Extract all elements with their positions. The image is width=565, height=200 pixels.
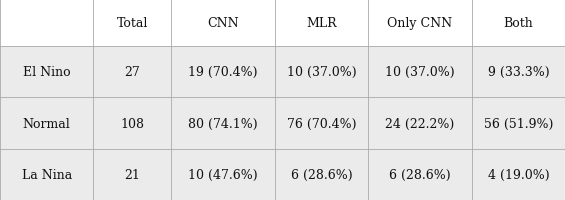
Bar bbox=[275, 0, 368, 47]
Text: 6 (28.6%): 6 (28.6%) bbox=[389, 168, 451, 181]
Bar bbox=[368, 0, 472, 47]
Bar bbox=[275, 47, 368, 98]
Bar bbox=[0, 98, 93, 149]
Bar bbox=[368, 47, 472, 98]
Bar bbox=[93, 47, 171, 98]
Bar bbox=[368, 98, 472, 149]
Text: La Nina: La Nina bbox=[21, 168, 72, 181]
Bar bbox=[93, 98, 171, 149]
Text: 10 (37.0%): 10 (37.0%) bbox=[286, 66, 356, 79]
Bar bbox=[368, 149, 472, 200]
Bar bbox=[171, 0, 275, 47]
Text: 19 (70.4%): 19 (70.4%) bbox=[188, 66, 258, 79]
Text: 24 (22.2%): 24 (22.2%) bbox=[385, 117, 454, 130]
Bar bbox=[472, 0, 565, 47]
Bar bbox=[0, 149, 93, 200]
Bar bbox=[93, 149, 171, 200]
Bar bbox=[171, 47, 275, 98]
Text: 76 (70.4%): 76 (70.4%) bbox=[286, 117, 356, 130]
Text: Both: Both bbox=[503, 17, 533, 30]
Text: 56 (51.9%): 56 (51.9%) bbox=[484, 117, 553, 130]
Text: CNN: CNN bbox=[207, 17, 238, 30]
Text: 10 (37.0%): 10 (37.0%) bbox=[385, 66, 455, 79]
Bar bbox=[93, 0, 171, 47]
Text: El Nino: El Nino bbox=[23, 66, 71, 79]
Text: 21: 21 bbox=[124, 168, 140, 181]
Text: Only CNN: Only CNN bbox=[387, 17, 453, 30]
Text: 10 (47.6%): 10 (47.6%) bbox=[188, 168, 258, 181]
Text: 27: 27 bbox=[124, 66, 140, 79]
Bar bbox=[472, 98, 565, 149]
Bar bbox=[472, 149, 565, 200]
Bar bbox=[275, 149, 368, 200]
Bar bbox=[0, 0, 93, 47]
Bar bbox=[171, 98, 275, 149]
Bar bbox=[171, 149, 275, 200]
Text: Normal: Normal bbox=[23, 117, 71, 130]
Text: 80 (74.1%): 80 (74.1%) bbox=[188, 117, 258, 130]
Text: 4 (19.0%): 4 (19.0%) bbox=[488, 168, 549, 181]
Bar bbox=[275, 98, 368, 149]
Text: 108: 108 bbox=[120, 117, 144, 130]
Text: Total: Total bbox=[116, 17, 148, 30]
Bar bbox=[0, 47, 93, 98]
Bar bbox=[472, 47, 565, 98]
Text: 9 (33.3%): 9 (33.3%) bbox=[488, 66, 549, 79]
Text: 6 (28.6%): 6 (28.6%) bbox=[290, 168, 352, 181]
Text: MLR: MLR bbox=[306, 17, 337, 30]
